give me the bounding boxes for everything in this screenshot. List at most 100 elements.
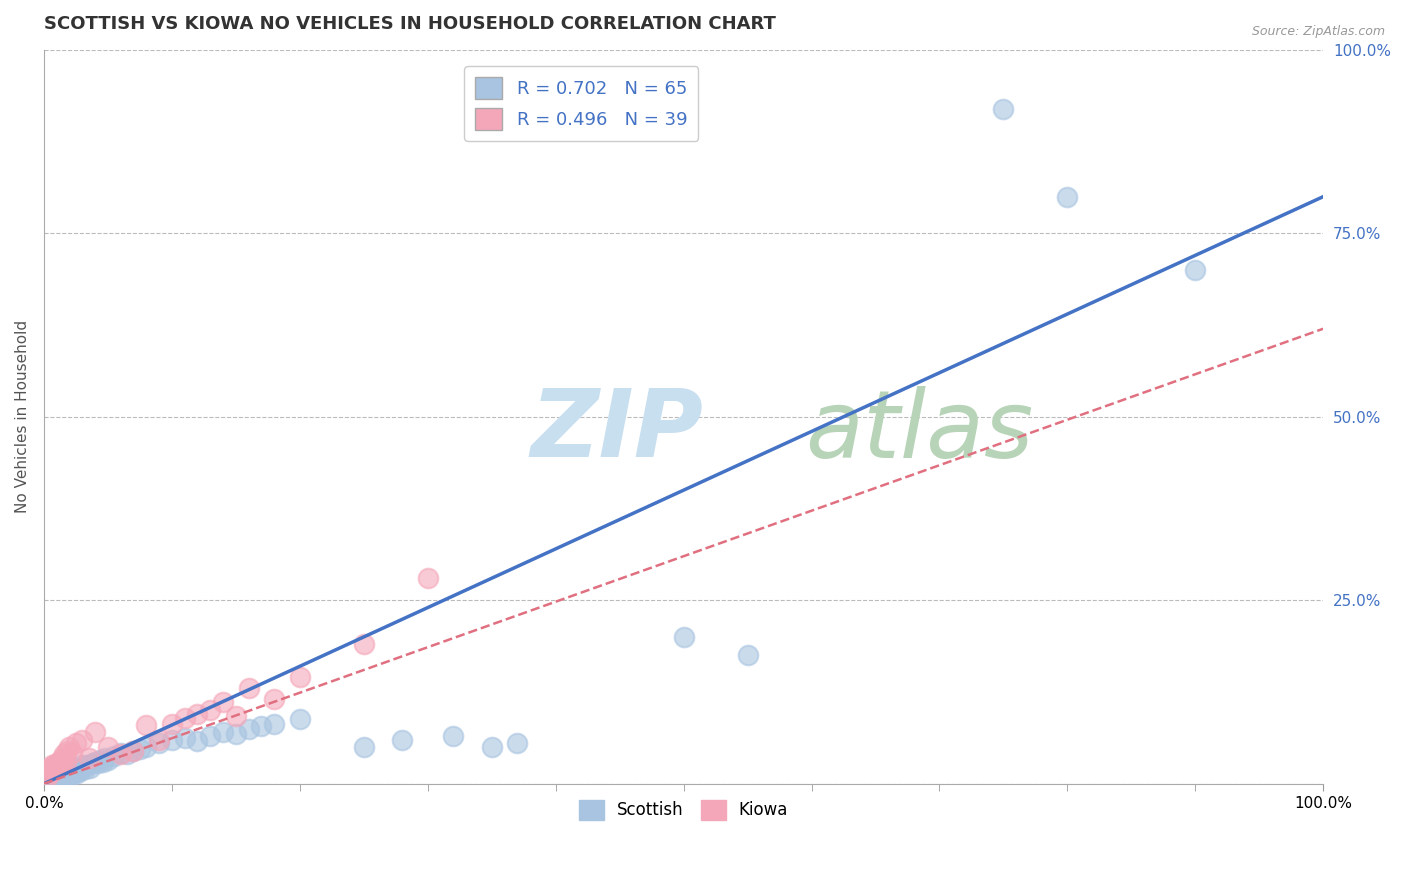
Point bbox=[51, 751, 73, 765]
Point bbox=[115, 747, 138, 762]
Point bbox=[73, 762, 96, 776]
Point bbox=[160, 732, 183, 747]
Point bbox=[288, 712, 311, 726]
Point bbox=[52, 769, 75, 783]
Point bbox=[77, 751, 100, 765]
Point bbox=[122, 744, 145, 758]
Point bbox=[63, 764, 86, 778]
Point bbox=[52, 756, 75, 771]
Point bbox=[238, 681, 260, 696]
Point bbox=[263, 716, 285, 731]
Point bbox=[41, 758, 63, 772]
Point bbox=[353, 637, 375, 651]
Point bbox=[212, 694, 235, 708]
Point bbox=[353, 739, 375, 754]
Point bbox=[46, 761, 69, 775]
Point bbox=[110, 747, 132, 762]
Point bbox=[89, 753, 111, 767]
Text: Source: ZipAtlas.com: Source: ZipAtlas.com bbox=[1251, 25, 1385, 38]
Text: ZIP: ZIP bbox=[530, 385, 703, 477]
Point bbox=[225, 727, 247, 741]
Point bbox=[49, 758, 72, 772]
Point bbox=[35, 764, 58, 778]
Point bbox=[993, 102, 1015, 116]
Point bbox=[42, 769, 65, 783]
Point bbox=[135, 718, 157, 732]
Point bbox=[212, 725, 235, 739]
Point bbox=[200, 703, 222, 717]
Text: SCOTTISH VS KIOWA NO VEHICLES IN HOUSEHOLD CORRELATION CHART: SCOTTISH VS KIOWA NO VEHICLES IN HOUSEHO… bbox=[44, 15, 776, 33]
Point bbox=[148, 732, 170, 747]
Point bbox=[56, 744, 79, 758]
Point bbox=[53, 766, 76, 780]
Point bbox=[59, 769, 82, 783]
Point bbox=[58, 764, 80, 778]
Point bbox=[44, 768, 66, 782]
Point bbox=[39, 761, 62, 775]
Point bbox=[67, 762, 90, 776]
Point bbox=[91, 755, 114, 769]
Point bbox=[37, 773, 59, 788]
Point bbox=[60, 762, 83, 776]
Point bbox=[53, 747, 76, 762]
Point bbox=[60, 746, 83, 760]
Point bbox=[1056, 189, 1078, 203]
Point bbox=[173, 711, 195, 725]
Point bbox=[49, 765, 72, 780]
Point bbox=[128, 741, 150, 756]
Point bbox=[58, 739, 80, 754]
Point bbox=[441, 729, 464, 743]
Point bbox=[38, 765, 60, 780]
Point bbox=[72, 732, 94, 747]
Point bbox=[69, 764, 91, 778]
Point bbox=[225, 709, 247, 723]
Point bbox=[263, 692, 285, 706]
Point bbox=[51, 768, 73, 782]
Point bbox=[42, 758, 65, 772]
Point bbox=[46, 769, 69, 783]
Point bbox=[672, 630, 695, 644]
Point bbox=[84, 755, 107, 769]
Point bbox=[1184, 263, 1206, 277]
Point bbox=[55, 771, 77, 785]
Point bbox=[186, 706, 208, 721]
Legend: Scottish, Kiowa: Scottish, Kiowa bbox=[572, 793, 794, 827]
Point bbox=[737, 648, 759, 663]
Point bbox=[84, 725, 107, 739]
Point bbox=[48, 755, 70, 769]
Point bbox=[45, 772, 67, 786]
Point bbox=[416, 571, 439, 585]
Point bbox=[48, 771, 70, 785]
Point bbox=[391, 732, 413, 747]
Point bbox=[238, 722, 260, 736]
Y-axis label: No Vehicles in Household: No Vehicles in Household bbox=[15, 320, 30, 514]
Point bbox=[200, 729, 222, 743]
Point bbox=[97, 739, 120, 754]
Point bbox=[103, 748, 125, 763]
Point bbox=[148, 736, 170, 750]
Point bbox=[66, 765, 89, 780]
Point bbox=[122, 744, 145, 758]
Point bbox=[39, 773, 62, 788]
Point bbox=[37, 769, 59, 783]
Point bbox=[250, 719, 273, 733]
Point bbox=[38, 771, 60, 785]
Point bbox=[82, 756, 104, 771]
Point bbox=[55, 755, 77, 769]
Point bbox=[86, 756, 108, 771]
Point bbox=[160, 716, 183, 731]
Point bbox=[76, 758, 98, 772]
Text: atlas: atlas bbox=[806, 386, 1033, 477]
Point bbox=[42, 771, 65, 785]
Point bbox=[94, 751, 117, 765]
Point bbox=[72, 758, 94, 772]
Point bbox=[173, 731, 195, 746]
Point bbox=[65, 761, 87, 775]
Point bbox=[56, 768, 79, 782]
Point bbox=[42, 764, 65, 778]
Point bbox=[506, 736, 529, 750]
Point bbox=[42, 773, 65, 788]
Point bbox=[65, 736, 87, 750]
Point bbox=[79, 761, 101, 775]
Point bbox=[41, 769, 63, 783]
